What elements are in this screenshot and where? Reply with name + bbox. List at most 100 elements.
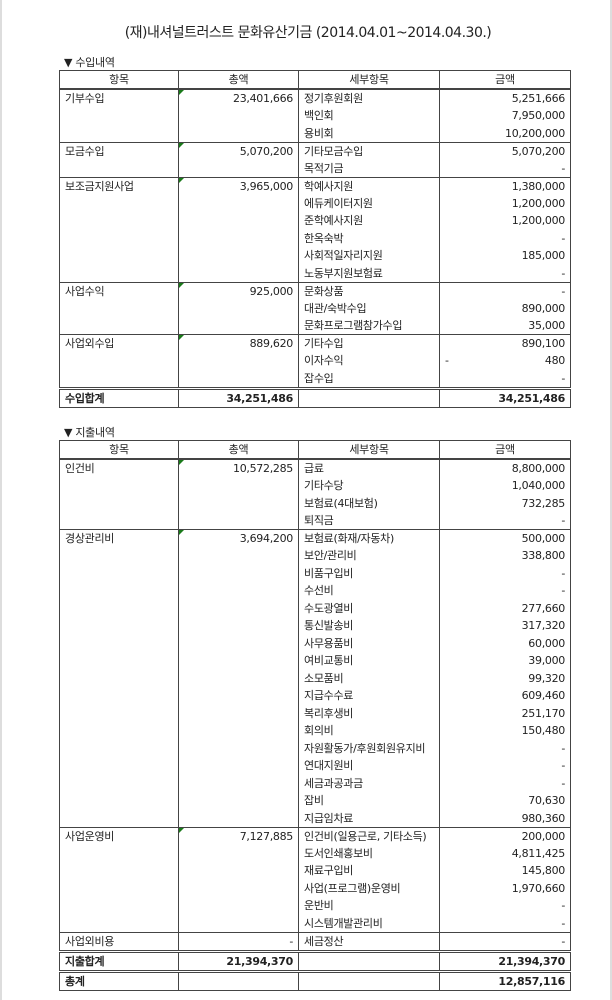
table-row: 복리후생비 251,170 [60, 704, 571, 722]
detail-amount: 1,040,000 [439, 477, 571, 495]
detail-amount: 500,000 [439, 529, 571, 547]
detail-item: 재료구입비 [298, 862, 440, 880]
sum-row: 지출합계 21,394,370 21,394,370 [59, 949, 571, 972]
detail-amount: - [439, 159, 571, 177]
detail-amount: 185,000 [439, 247, 571, 265]
detail-amount: 1,200,000 [439, 212, 571, 230]
detail-amount: 39,000 [439, 652, 571, 670]
category-total: 5,070,200 [178, 141, 299, 177]
category-name: 사업수익 [59, 281, 179, 335]
detail-amount: 5,251,666 [439, 88, 571, 107]
detail-item: 대관/숙박수입 [298, 299, 440, 317]
column-header: 금액 [439, 70, 571, 90]
table-row: 지급수수료 609,460 [60, 687, 571, 705]
detail-item: 보험료(화재/자동차) [298, 529, 440, 547]
comment-marker-icon [179, 178, 184, 183]
detail-item: 보안/관리비 [298, 547, 440, 565]
sum-total: 21,394,370 [178, 949, 299, 972]
sum-blank [298, 949, 440, 972]
detail-amount: - [439, 281, 571, 300]
expense-section-label: ▼ 지출내역 [64, 426, 115, 439]
table-row: 자원활동가/후원회원유지비 - [60, 739, 571, 757]
detail-amount: 338,800 [439, 547, 571, 565]
detail-item: 노동부지원보험료 [298, 264, 440, 282]
table-row: 사무용품비 60,000 [60, 634, 571, 652]
detail-item: 사무용품비 [298, 634, 440, 652]
detail-amount: 4,811,425 [439, 844, 571, 862]
detail-amount: - [439, 757, 571, 775]
detail-item: 퇴직금 [298, 512, 440, 530]
category-total: 925,000 [178, 281, 299, 335]
detail-item: 운반비 [298, 897, 440, 915]
sum-row: 총계 12,857,116 [59, 969, 571, 991]
detail-item: 지급임차료 [298, 809, 440, 827]
table-row: 연대지원비 - [60, 757, 571, 775]
column-header: 항목 [59, 70, 179, 90]
detail-item: 기타수입 [298, 334, 440, 352]
table-row: 사업수익 925,000 문화상품 - [59, 281, 571, 335]
sum-amount: 34,251,486 [439, 386, 571, 408]
sum-total [178, 969, 299, 991]
detail-item: 정기후원회원 [298, 88, 440, 107]
column-header: 항목 [59, 440, 179, 460]
sum-label: 총계 [59, 969, 179, 991]
table-row: 모금수입 5,070,200 기타모금수입 5,070,200 [59, 141, 571, 177]
detail-item: 세금과공과금 [298, 774, 440, 792]
category-total: - [178, 931, 299, 951]
detail-item: 통신발송비 [298, 617, 440, 635]
table-row: 대관/숙박수입 890,000 [60, 299, 571, 317]
detail-item: 연대지원비 [298, 757, 440, 775]
detail-amount: 7,950,000 [439, 107, 571, 125]
detail-item: 여비교통비 [298, 652, 440, 670]
detail-amount: - [439, 564, 571, 582]
detail-item: 지급수수료 [298, 687, 440, 705]
detail-amount: 277,660 [439, 599, 571, 617]
table-row: 보조금지원사업 3,965,000 학예사지원 1,380,000 [59, 176, 571, 282]
sum-row: 수입합계 34,251,486 34,251,486 [59, 386, 571, 408]
table-row: 기부수입 23,401,666 정기후원회원 5,251,666 [59, 88, 571, 142]
detail-item: 문화상품 [298, 281, 440, 300]
detail-item: 수도광열비 [298, 599, 440, 617]
table-row: 잡수입 - [60, 369, 571, 388]
detail-item: 용비회 [298, 124, 440, 142]
table-row: 퇴직금 - [60, 512, 571, 530]
page-title: (재)내셔널트러스트 문화유산기금 (2014.04.01~2014.04.30… [124, 25, 492, 41]
table-row: 도서인쇄홍보비 4,811,425 [60, 844, 571, 862]
detail-amount: 145,800 [439, 862, 571, 880]
table-row: 준학예사지원 1,200,000 [60, 212, 571, 230]
detail-amount: 70,630 [439, 792, 571, 810]
detail-item: 문화프로그램참가수입 [298, 317, 440, 335]
detail-item: 회의비 [298, 722, 440, 740]
expense-table: 항목 총액 세부항목 금액 인건비 10,572,285 급료 8,800,000 기타수당 1,… [59, 440, 571, 991]
detail-amount: 251,170 [439, 704, 571, 722]
amount-sign: - [445, 354, 449, 367]
detail-amount: 60,000 [439, 634, 571, 652]
detail-amount: 732,285 [439, 494, 571, 512]
detail-amount: 980,360 [439, 809, 571, 827]
detail-item: 시스템개발관리비 [298, 914, 440, 932]
category-name: 모금수입 [59, 141, 179, 177]
table-row: 통신발송비 317,320 [60, 617, 571, 635]
category-name: 사업외비용 [59, 931, 179, 951]
detail-amount: 1,380,000 [439, 176, 571, 195]
detail-amount: - [439, 229, 571, 247]
table-row: 경상관리비 3,694,200 보험료(화재/자동차) 500,000 [59, 529, 571, 827]
table-row: 인건비 10,572,285 급료 8,800,000 [59, 458, 571, 530]
comment-marker-icon [179, 460, 184, 465]
detail-item: 복리후생비 [298, 704, 440, 722]
sum-label: 지출합계 [59, 949, 179, 972]
table-row: 문화프로그램참가수입 35,000 [60, 317, 571, 335]
detail-amount: - [439, 897, 571, 915]
detail-item: 인건비(일용근로, 기타소득) [298, 826, 440, 845]
detail-amount: - [439, 739, 571, 757]
table-row: 사회적일자리지원 185,000 [60, 247, 571, 265]
detail-amount: 200,000 [439, 826, 571, 845]
table-row: 시스템개발관리비 - [60, 914, 571, 932]
sum-amount: 12,857,116 [439, 969, 571, 991]
detail-item: 수선비 [298, 582, 440, 600]
category-name: 보조금지원사업 [59, 176, 179, 282]
category-total: 889,620 [178, 334, 299, 388]
detail-item: 에듀케이터지원 [298, 194, 440, 212]
detail-amount: - [439, 264, 571, 282]
detail-amount: 150,480 [439, 722, 571, 740]
